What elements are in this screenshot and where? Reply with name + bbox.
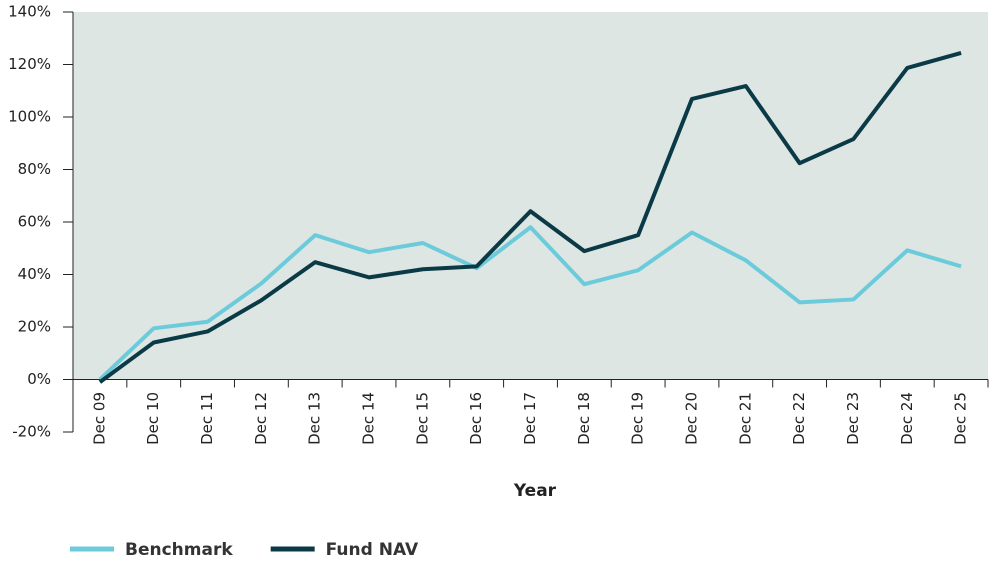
line-series <box>98 51 962 384</box>
y-tick-label: 140% <box>8 3 51 21</box>
legend-label: Fund NAV <box>326 540 419 560</box>
x-tick-label: Dec 19 <box>629 392 647 445</box>
plot-background <box>73 12 988 380</box>
y-tick-label: 80% <box>18 160 51 178</box>
x-tick-label: Dec 21 <box>736 392 754 445</box>
y-tick-label: 100% <box>8 108 51 126</box>
legend-label: Benchmark <box>125 540 233 560</box>
y-tick-label: 20% <box>18 318 51 336</box>
y-tick-label: 0% <box>27 370 51 388</box>
line-series <box>98 225 962 381</box>
x-tick-label: Dec 23 <box>844 392 862 445</box>
y-tick-label: 40% <box>18 265 51 283</box>
x-tick-label: Dec 24 <box>898 392 916 445</box>
x-tick-label: Dec 12 <box>252 392 270 445</box>
x-axis-label: Year <box>513 481 557 501</box>
x-tick-label: Dec 17 <box>521 392 539 445</box>
x-tick-label: Dec 25 <box>952 392 970 445</box>
x-tick-label: Dec 09 <box>90 392 108 445</box>
x-tick-label: Dec 18 <box>575 392 593 445</box>
x-tick-label: Dec 14 <box>360 392 378 445</box>
x-tick-label: Dec 16 <box>467 392 485 445</box>
y-tick-label: 120% <box>8 55 51 73</box>
x-tick-label: Dec 20 <box>682 392 700 445</box>
x-tick-label: Dec 11 <box>198 392 216 445</box>
x-tick-label: Dec 10 <box>144 392 162 445</box>
x-tick-label: Dec 13 <box>306 392 324 445</box>
x-tick-label: Dec 22 <box>790 392 808 445</box>
y-tick-label: 60% <box>18 213 51 231</box>
y-tick-label: -20% <box>12 423 51 441</box>
x-tick-label: Dec 15 <box>413 392 431 445</box>
